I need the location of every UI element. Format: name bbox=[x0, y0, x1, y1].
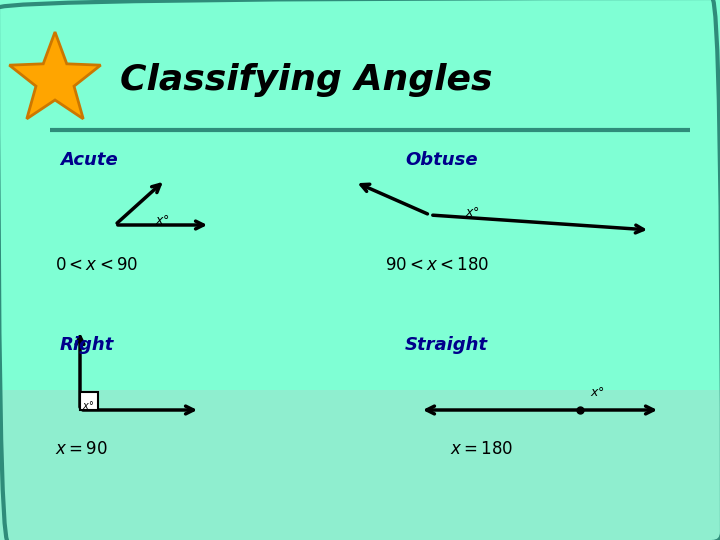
Text: $x = 180$: $x = 180$ bbox=[450, 442, 513, 458]
Text: Obtuse: Obtuse bbox=[405, 151, 477, 169]
Text: $0 < x < 90$: $0 < x < 90$ bbox=[55, 256, 138, 273]
Text: $x = 90$: $x = 90$ bbox=[55, 442, 108, 458]
Text: $x°$: $x°$ bbox=[465, 206, 480, 219]
Bar bbox=[0, 390, 720, 540]
Text: $90 < x < 180$: $90 < x < 180$ bbox=[385, 256, 490, 273]
Text: Straight: Straight bbox=[405, 336, 488, 354]
Text: Classifying Angles: Classifying Angles bbox=[120, 63, 492, 97]
Text: $x°$: $x°$ bbox=[155, 213, 170, 226]
Text: Acute: Acute bbox=[60, 151, 118, 169]
Text: $x°$: $x°$ bbox=[590, 386, 605, 399]
PathPatch shape bbox=[9, 32, 101, 119]
Text: Right: Right bbox=[60, 336, 114, 354]
Text: $x°$: $x°$ bbox=[82, 399, 94, 411]
Bar bbox=[80, 392, 98, 410]
